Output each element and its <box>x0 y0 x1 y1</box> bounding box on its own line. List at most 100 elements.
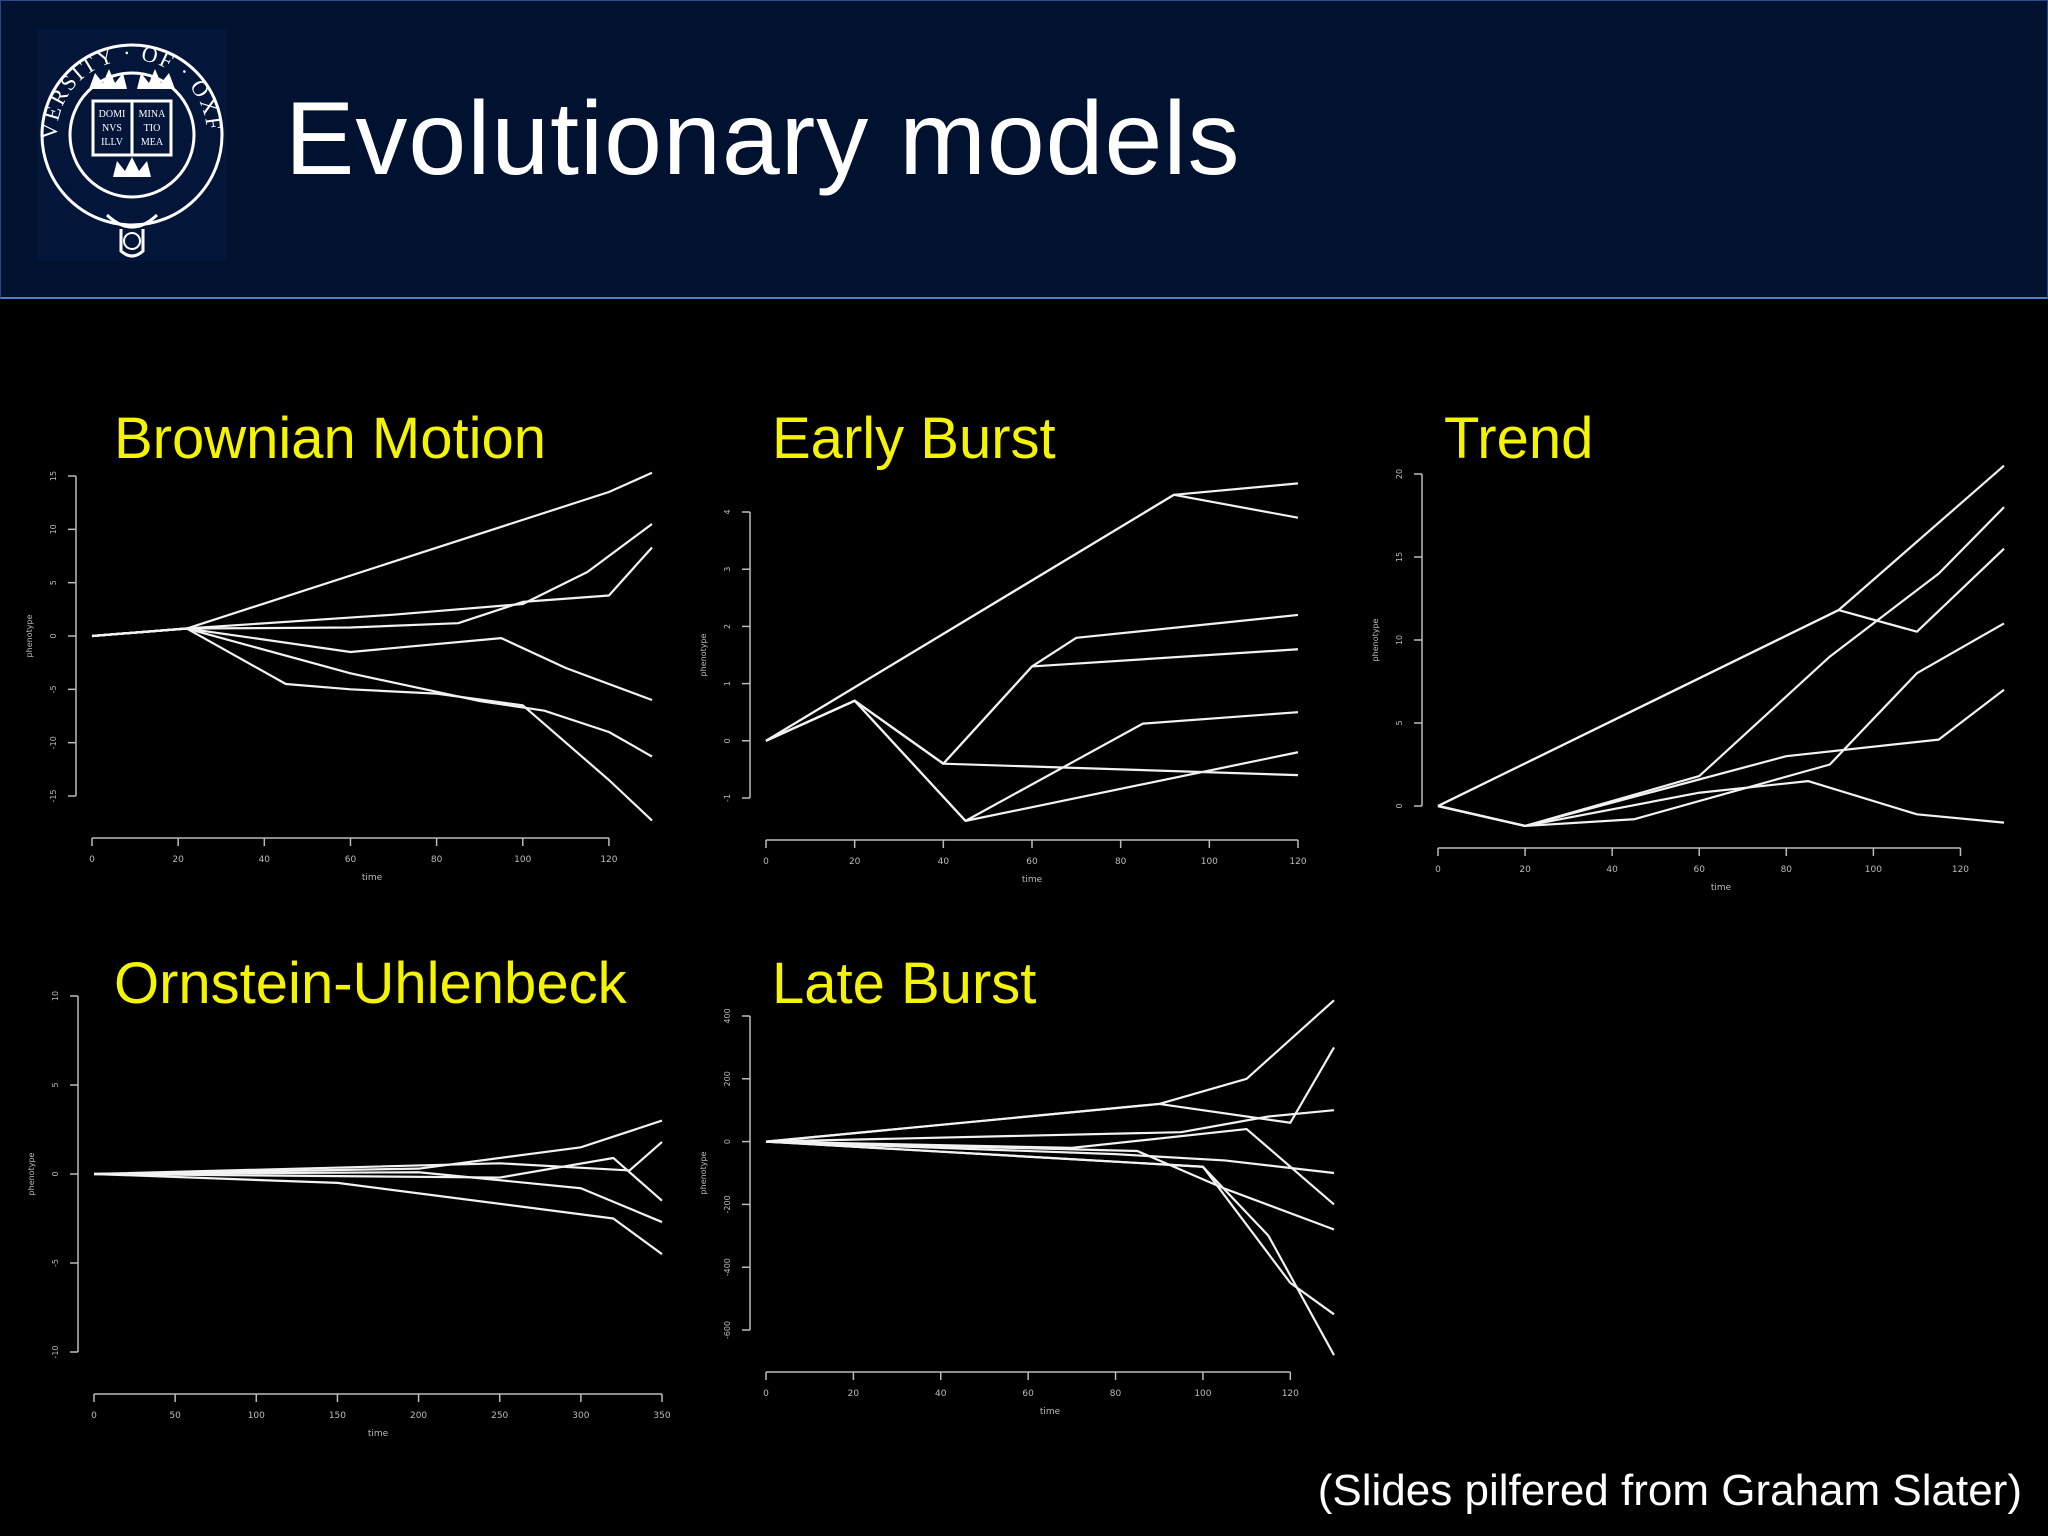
series-line <box>765 493 1299 742</box>
y-tick-label: 0 <box>723 738 732 743</box>
logo-book-text: NVS <box>102 123 122 134</box>
y-tick-label: 1 <box>723 681 732 686</box>
y-tick-label: -5 <box>51 1259 60 1267</box>
series-line <box>765 1140 1335 1356</box>
y-tick-label: -10 <box>49 736 58 749</box>
series-line <box>765 1140 1335 1316</box>
x-tick-label: 80 <box>1781 865 1793 875</box>
x-tick-label: 100 <box>1865 865 1882 875</box>
series-line <box>93 1156 663 1202</box>
x-tick-label: 40 <box>935 1389 947 1399</box>
series-line <box>91 627 653 702</box>
series-line <box>91 523 653 638</box>
logo-book-text: ILLV <box>101 137 124 148</box>
plot-title: Early Burst <box>772 406 1056 471</box>
x-tick-label: 40 <box>938 857 950 867</box>
x-tick-label: 60 <box>1694 865 1706 875</box>
x-axis-label: time <box>1022 875 1043 885</box>
series-line <box>91 627 653 822</box>
x-tick-label: 120 <box>600 855 617 865</box>
series-line <box>765 648 1299 765</box>
y-tick-label: 15 <box>49 471 58 481</box>
series-line <box>91 627 653 758</box>
y-tick-label: 20 <box>1395 469 1404 479</box>
series-line <box>91 471 653 638</box>
y-tick-label: 0 <box>51 1171 60 1176</box>
series-line <box>1437 779 2005 828</box>
y-tick-label: 10 <box>49 524 58 534</box>
y-tick-label: 2 <box>723 624 732 629</box>
logo-book-text: DOMI <box>99 109 126 120</box>
x-tick-label: 150 <box>329 1411 346 1421</box>
series-line <box>765 699 1299 777</box>
x-tick-label: 0 <box>763 857 769 867</box>
x-tick-label: 60 <box>1022 1389 1034 1399</box>
x-tick-label: 100 <box>1201 857 1218 867</box>
x-tick-label: 80 <box>1110 1389 1122 1399</box>
x-tick-label: 250 <box>491 1411 508 1421</box>
y-axis-label: phenotype <box>699 1151 708 1194</box>
y-tick-label: 0 <box>723 1139 732 1144</box>
x-tick-label: 20 <box>848 1389 860 1399</box>
y-axis-label: phenotype <box>699 633 708 676</box>
series-line <box>91 546 653 638</box>
series-line <box>765 1140 1335 1175</box>
y-tick-label: -5 <box>49 685 58 693</box>
y-tick-label: -200 <box>723 1195 732 1213</box>
y-tick-label: 0 <box>49 633 58 638</box>
y-tick-label: 15 <box>1395 552 1404 562</box>
series-line <box>93 1172 663 1255</box>
x-axis-label: time <box>368 1429 389 1439</box>
y-tick-label: 10 <box>51 991 60 1001</box>
y-tick-label: 3 <box>723 567 732 572</box>
x-tick-label: 300 <box>572 1411 589 1421</box>
y-tick-label: -600 <box>723 1321 732 1339</box>
y-tick-label: 400 <box>723 1008 732 1023</box>
x-tick-label: 50 <box>169 1411 181 1421</box>
y-axis-label: phenotype <box>27 1152 36 1195</box>
y-tick-label: 5 <box>51 1082 60 1087</box>
x-tick-label: 120 <box>1282 1389 1299 1399</box>
series-line <box>765 1127 1335 1206</box>
y-tick-label: -15 <box>49 789 58 802</box>
series-line <box>93 1171 663 1224</box>
x-tick-label: 100 <box>1194 1389 1211 1399</box>
series-line <box>765 1046 1335 1143</box>
slide-title: Evolutionary models <box>285 81 1241 197</box>
x-tick-label: 120 <box>1952 865 1969 875</box>
logo-book-text: TIO <box>144 123 161 134</box>
x-axis-label: time <box>362 873 383 883</box>
series-line <box>1437 688 2005 828</box>
y-tick-label: 5 <box>1395 720 1404 725</box>
x-tick-label: 80 <box>431 855 443 865</box>
y-tick-label: 10 <box>1395 635 1404 645</box>
x-tick-label: 0 <box>89 855 95 865</box>
x-tick-label: 0 <box>1435 865 1441 875</box>
series-line <box>765 613 1299 765</box>
x-tick-label: 20 <box>1519 865 1531 875</box>
x-tick-label: 100 <box>248 1411 265 1421</box>
y-tick-label: 5 <box>49 580 58 585</box>
x-tick-label: 60 <box>1026 857 1038 867</box>
x-tick-label: 40 <box>1606 865 1618 875</box>
y-tick-label: -10 <box>51 1345 60 1358</box>
y-tick-label: 0 <box>1395 803 1404 808</box>
y-tick-label: -400 <box>723 1258 732 1276</box>
x-tick-label: 0 <box>91 1411 97 1421</box>
series-line <box>765 1109 1335 1143</box>
x-tick-label: 40 <box>259 855 271 865</box>
y-axis-label: phenotype <box>25 614 34 657</box>
series-line <box>765 699 1299 822</box>
x-tick-label: 20 <box>172 855 184 865</box>
plot-title: Late Burst <box>772 951 1037 1016</box>
x-tick-label: 60 <box>345 855 357 865</box>
x-tick-label: 20 <box>849 857 861 867</box>
logo-book-text: MEA <box>141 137 164 148</box>
logo-book-text: MINA <box>139 109 166 120</box>
university-crest-icon: UNIVERSITY · OF · OXFORD DOMI NVS ILLV M… <box>37 29 227 261</box>
x-tick-label: 120 <box>1289 857 1306 867</box>
plot-title: Trend <box>1444 406 1594 471</box>
x-tick-label: 350 <box>653 1411 670 1421</box>
y-tick-label: 200 <box>723 1071 732 1086</box>
